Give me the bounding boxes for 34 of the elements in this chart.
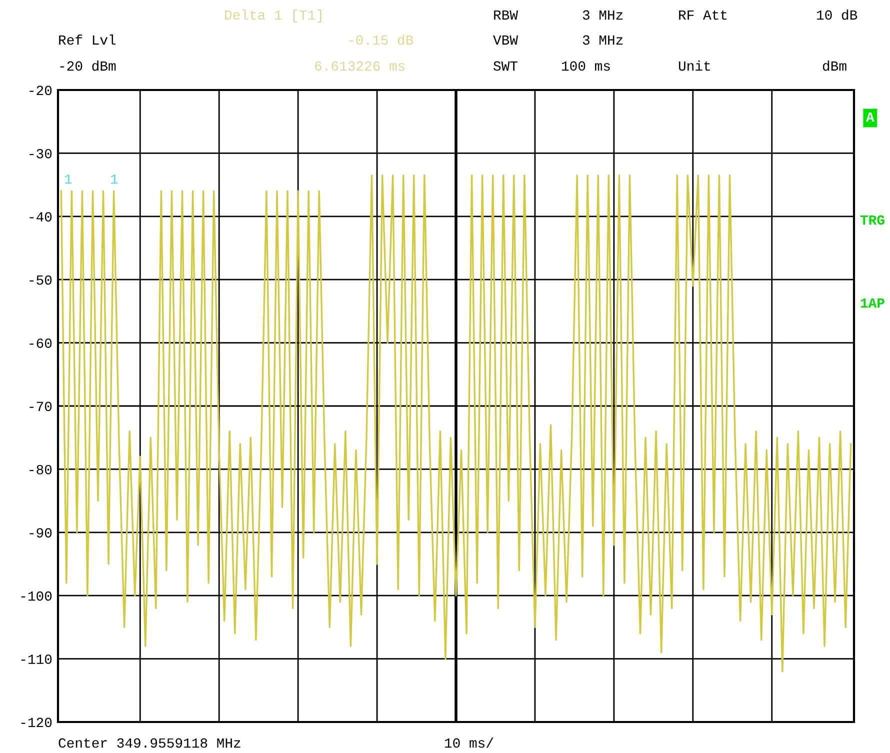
y-tick-label: -100 [21,591,52,601]
text: Ref Lvl [59,34,116,45]
y-tick-label: -30 [30,148,52,158]
text: -0.15 dB [349,34,414,45]
text: Delta 1 [T1] [225,10,322,22]
text: SWT [494,61,518,71]
y-tick-label: -110 [21,654,52,664]
text: 3 MHz [582,10,623,20]
text: 1AP [860,298,884,308]
y-tick-label: -40 [30,212,52,222]
annotation: 1 [111,174,118,184]
y-tick-label: -50 [30,275,52,285]
y-tick-label: -70 [30,402,52,412]
text: RF Att [679,10,727,20]
line-series [60,174,852,672]
y-tick-label: -120 [21,718,52,728]
text: Center 349.9559118 MHz [58,738,240,748]
text: VBW [493,35,518,45]
text: dBm [822,60,846,71]
text: 6.613226 ms [315,61,405,71]
text: 10 dB [817,10,858,20]
y-tick-label: -60 [30,338,52,348]
text: 100 ms [562,61,610,71]
text: 3 MHz [582,35,623,45]
y-tick-label: -20 [30,86,52,96]
text: A [866,112,874,122]
text: TRG [860,215,884,225]
annotation: 1 [65,174,72,184]
text: Unit [678,60,710,71]
y-tick-label: -90 [30,528,52,538]
text: 10 ms/ [445,738,494,748]
text: -20 dBm [60,60,116,71]
text: RBW [494,10,518,20]
y-tick-label: -80 [30,464,52,474]
